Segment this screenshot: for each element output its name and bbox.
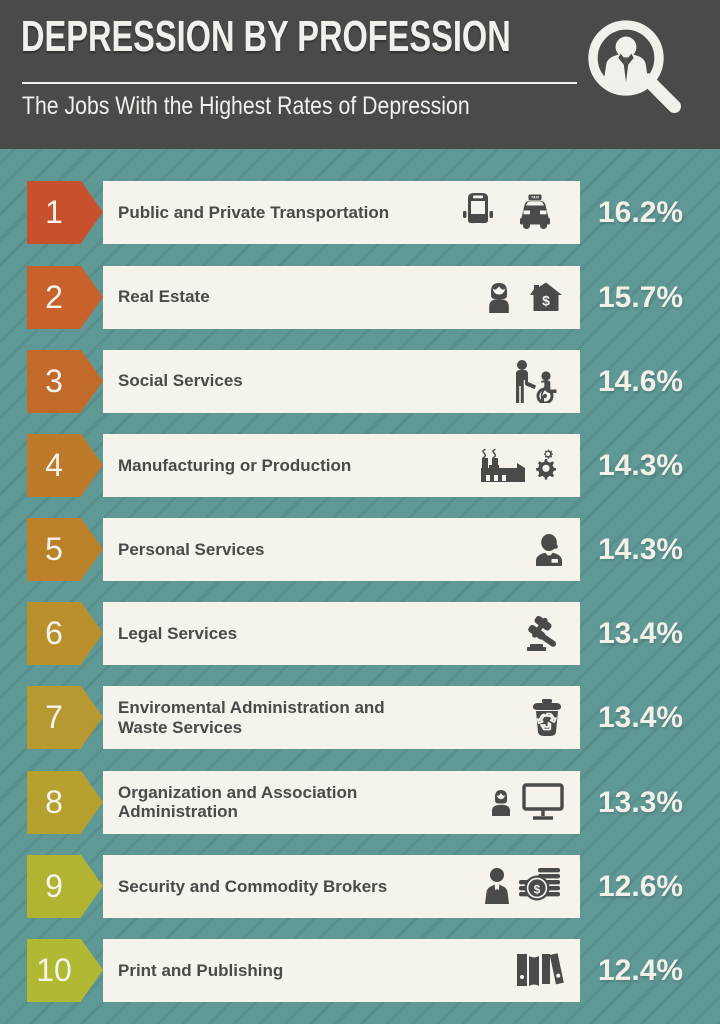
svg-text:$: $ <box>542 293 550 309</box>
svg-text:TAXI: TAXI <box>531 195 539 199</box>
svg-text:$: $ <box>534 883 541 897</box>
